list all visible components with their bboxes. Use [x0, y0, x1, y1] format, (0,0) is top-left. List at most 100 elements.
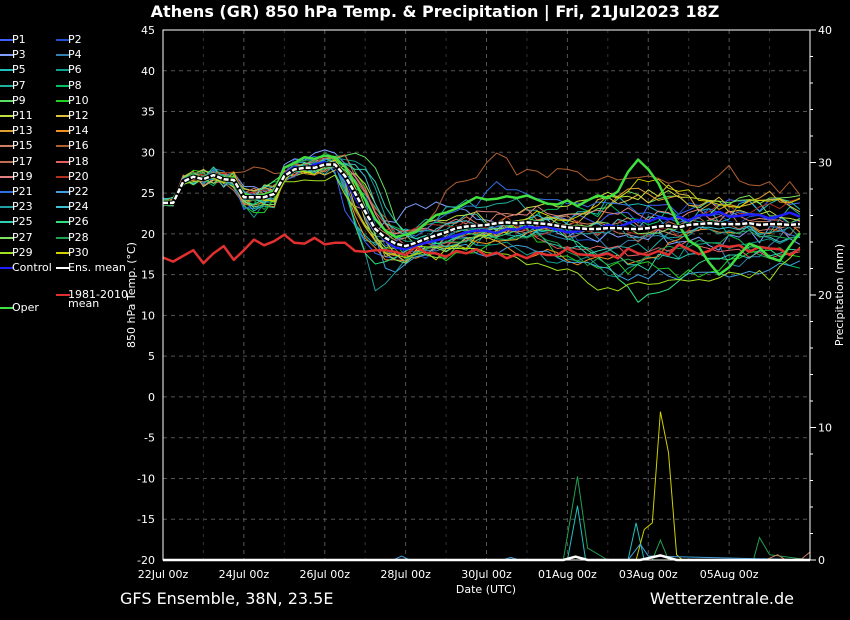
legend-swatch	[56, 236, 70, 239]
legend-label: P8	[68, 78, 82, 92]
legend-label: P24	[68, 200, 89, 214]
precipitation-line	[163, 411, 810, 561]
legend-swatch	[56, 99, 70, 102]
legend-swatch	[56, 206, 70, 209]
legend-swatch	[56, 160, 70, 163]
legend-label: P3	[12, 48, 26, 62]
model-info: GFS Ensemble, 38N, 23.5E	[120, 589, 334, 608]
x-tick-label: 28Jul 00z	[380, 568, 431, 581]
legend-label: P30	[68, 245, 89, 259]
legend-label: P1	[12, 33, 26, 46]
y2-tick-label: 20	[818, 289, 832, 302]
x-tick-label: 26Jul 00z	[299, 568, 350, 581]
oper-line	[162, 154, 801, 276]
y-tick-label: 35	[141, 106, 155, 119]
legend-label: 1981-2010	[68, 288, 128, 302]
legend: P1 P2 P3 P4 P5 P6 P7 P8 P9 P10 P11 P12 P13 P14 P15 P16 P…	[0, 32, 134, 322]
x-tick-label: 30Jul 00z	[461, 568, 512, 581]
legend-swatch	[0, 191, 14, 193]
legend-label: P27	[12, 230, 33, 244]
x-tick-label: 03Aug 00z	[619, 568, 678, 581]
series-line-p30	[163, 159, 801, 261]
series-line-p9	[162, 152, 801, 259]
legend-swatch	[0, 221, 14, 224]
legend-label: P5	[12, 63, 26, 77]
x-axis-ticks: 22Jul 00z 24Jul 00z 26Jul 00z 28Jul 00z 30Ju…	[138, 568, 759, 581]
legend-swatch	[56, 130, 70, 133]
legend-swatch	[0, 84, 14, 87]
legend-swatch	[0, 130, 14, 133]
legend-swatch	[0, 54, 14, 57]
legend-label: P22	[68, 185, 89, 198]
legend-label: P11	[12, 109, 33, 122]
y-tick-label: -10	[137, 472, 155, 485]
y-tick-label: 10	[141, 309, 155, 322]
legend-swatch	[56, 191, 70, 193]
x-tick-label: 22Jul 00z	[138, 568, 189, 581]
legend-swatch	[0, 267, 14, 269]
legend-label: P20	[68, 169, 89, 183]
x-tick-label: 24Jul 00z	[219, 568, 270, 581]
legend-swatch	[0, 115, 14, 117]
chart-title: Athens (GR) 850 hPa Temp. & Precipitatio…	[151, 2, 720, 22]
legend-swatch	[0, 206, 14, 209]
y-tick-label: 15	[141, 269, 155, 282]
legend-label: P26	[68, 215, 89, 229]
legend-swatch	[56, 251, 70, 254]
y2-axis-label: Precipitation (mm)	[833, 244, 846, 346]
y-tick-label: 40	[141, 65, 155, 78]
x-tick-label: 01Aug 00z	[538, 568, 597, 581]
y2-tick-label: 10	[818, 422, 832, 435]
legend-swatch	[56, 294, 70, 297]
legend-label: P29	[12, 245, 33, 259]
legend-label: P21	[12, 185, 33, 198]
grid	[163, 30, 810, 560]
legend-swatch	[56, 145, 70, 148]
y-tick-label: 5	[148, 350, 155, 363]
legend-label: P28	[68, 230, 89, 244]
precipitation-line	[163, 543, 811, 561]
legend-label: P15	[12, 139, 33, 153]
legend-label: P12	[68, 109, 89, 122]
source-credit: Wetterzentrale.de	[649, 589, 794, 608]
legend-label: P10	[68, 93, 89, 107]
precipitation-line	[163, 476, 811, 561]
legend-label: P14	[68, 124, 89, 138]
legend-label: mean	[68, 297, 100, 310]
legend-swatch	[56, 54, 70, 57]
legend-swatch	[56, 267, 70, 269]
x-axis-label: Date (UTC)	[456, 583, 516, 596]
legend-label: P19	[12, 169, 33, 183]
legend-swatch	[56, 221, 70, 224]
series-line-p7	[162, 164, 801, 256]
legend-label: Control	[12, 261, 52, 274]
legend-label: P17	[12, 154, 33, 168]
legend-label: P13	[12, 124, 33, 138]
legend-label: P16	[68, 139, 89, 153]
ensemble-series	[162, 149, 801, 303]
ensemble-mean-line	[163, 163, 800, 248]
y-tick-label: 30	[141, 146, 155, 159]
legend-label: P7	[12, 78, 26, 92]
y-tick-label: 25	[141, 187, 155, 200]
series-line-p23	[162, 160, 801, 292]
legend-label: P6	[68, 63, 82, 77]
legend-swatch	[56, 39, 70, 41]
legend-swatch	[0, 160, 14, 163]
y2-tick-label: 0	[818, 554, 825, 567]
x-tick-label: 05Aug 00z	[700, 568, 759, 581]
y-tick-label: 45	[141, 24, 155, 37]
series-line-p11	[162, 164, 801, 239]
legend-swatch	[56, 69, 70, 72]
series-line-p16	[162, 152, 801, 235]
legend-label: P18	[68, 154, 89, 168]
legend-swatch	[56, 115, 70, 117]
legend-swatch	[0, 236, 14, 239]
legend-label: Ens. mean	[68, 261, 126, 274]
y-tick-label: -20	[137, 554, 155, 567]
y-tick-label: 0	[148, 391, 155, 404]
y-tick-label: -5	[144, 432, 155, 445]
legend-label: P4	[68, 48, 82, 62]
legend-swatch	[0, 175, 14, 178]
